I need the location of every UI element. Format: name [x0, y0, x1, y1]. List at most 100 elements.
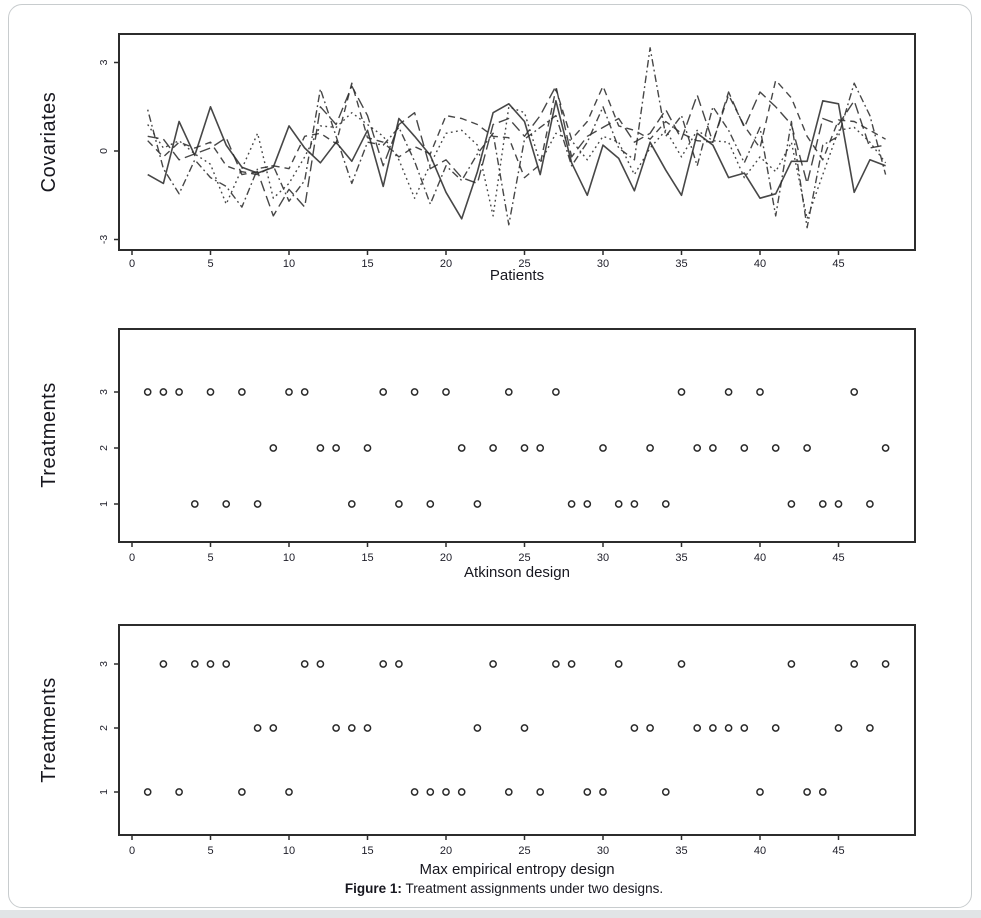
figure-card: Covariates 0 5 10 15 20 25 30 35 40 45 -3 0 3 Patien…: [8, 4, 972, 908]
treatment-point: [599, 788, 607, 796]
treatment-point: [599, 444, 607, 452]
treatment-point: [285, 388, 293, 396]
x-tick-label: 25: [518, 845, 530, 857]
x-tick-label: 30: [597, 845, 609, 857]
plot-box: [118, 33, 916, 251]
caption-text: Treatment assignments under two designs.: [401, 881, 664, 896]
treatment-point: [552, 660, 560, 668]
y-tick-label: 3: [98, 59, 110, 65]
x-tick-label: 45: [832, 552, 844, 564]
treatment-point: [206, 660, 215, 668]
treatment-point: [536, 788, 545, 796]
treatment-point: [175, 388, 183, 396]
treatment-point: [238, 388, 246, 396]
x-tick-label: 40: [754, 258, 766, 270]
treatment-point: [300, 660, 309, 668]
treatment-point: [457, 444, 466, 452]
treatment-point: [332, 724, 340, 732]
treatment-point: [316, 660, 325, 668]
x-tick-label: 30: [597, 258, 609, 270]
plot-box: [118, 328, 916, 543]
treatment-point: [866, 500, 874, 508]
x-tick-label: 10: [283, 552, 295, 564]
treatment-point: [426, 500, 435, 508]
x-tick-label: 45: [832, 258, 844, 270]
treatment-point: [332, 444, 340, 452]
treatment-point: [520, 444, 529, 452]
x-tick-label: 5: [207, 845, 213, 857]
treatment-point: [724, 724, 733, 732]
treatment-point: [756, 388, 764, 396]
bottom-strip: [0, 910, 981, 918]
x-axis-label-patients: Patients: [489, 267, 545, 284]
treatment-point: [693, 724, 702, 732]
treatment-point: [630, 724, 639, 732]
covariate-2-line: [147, 79, 886, 179]
y-tick-label: 2: [98, 725, 110, 731]
x-tick-label: 25: [518, 258, 530, 270]
covariates-panel: Covariates 0 5 10 15 20 25 30 35 40 45 -3 0 3 Patien…: [9, 5, 971, 907]
treatment-point: [190, 660, 199, 668]
treatment-point: [724, 388, 733, 396]
x-tick-label: 15: [361, 845, 373, 857]
treatment-point: [771, 444, 780, 452]
treatment-point: [740, 444, 749, 452]
treatment-point: [567, 500, 576, 508]
covariates-line-plot: 0 5 10 15 20 25 30 35 40 45 -3 0 3: [98, 33, 916, 270]
treatment-point: [395, 660, 403, 668]
treatment-point: [693, 444, 702, 452]
treatment-point: [489, 444, 497, 452]
y-tick-label: -3: [98, 235, 110, 244]
treatment-point: [818, 788, 827, 796]
y-axis-label-treatments-maxent: Treatments: [38, 677, 60, 783]
treatment-point: [583, 788, 592, 796]
treatment-point: [630, 500, 639, 508]
x-tick-label: 0: [129, 258, 135, 270]
treatment-point: [426, 788, 435, 796]
treatment-point: [253, 500, 262, 508]
y-tick-label: 1: [98, 501, 110, 507]
y-tick-label: 2: [98, 445, 110, 451]
treatment-point: [583, 500, 592, 508]
x-tick-label: 35: [675, 258, 687, 270]
treatment-point: [143, 788, 152, 796]
treatment-point: [410, 388, 419, 396]
treatment-point: [677, 388, 686, 396]
treatment-point: [363, 444, 372, 452]
x-tick-label: 0: [129, 552, 135, 564]
treatment-point: [709, 724, 717, 732]
x-tick-label: 35: [675, 552, 687, 564]
x-tick-label: 20: [440, 845, 452, 857]
figure-caption: Figure 1: Treatment assignments under tw…: [104, 881, 904, 896]
atkinson-design-panel: Treatments 0 5 10 15 20 25 30 35 40 45 1 2 3 Atkinso…: [9, 5, 971, 907]
treatment-point: [850, 660, 859, 668]
treatment-point: [190, 500, 199, 508]
x-axis-label-max-entropy-design: Max empirical entropy design: [419, 861, 615, 878]
treatment-point: [222, 660, 231, 668]
treatment-point: [159, 660, 168, 668]
x-tick-label: 35: [675, 845, 687, 857]
treatment-point: [646, 444, 654, 452]
x-tick-label: 15: [361, 552, 373, 564]
treatment-point: [614, 500, 623, 508]
treatment-point: [442, 388, 450, 396]
treatment-point: [379, 660, 388, 668]
treatment-point: [489, 660, 497, 668]
treatment-point: [646, 724, 654, 732]
treatment-point: [850, 388, 859, 396]
treatment-point: [614, 660, 623, 668]
treatment-point: [771, 724, 780, 732]
treatment-point: [159, 388, 168, 396]
x-tick-label: 45: [832, 845, 844, 857]
treatment-point: [803, 444, 811, 452]
x-tick-label: 5: [207, 258, 213, 270]
treatment-point: [709, 444, 717, 452]
treatment-point: [881, 660, 890, 668]
treatment-point: [222, 500, 231, 508]
treatment-point: [803, 788, 811, 796]
y-tick-label: 3: [98, 661, 110, 667]
treatment-point: [347, 724, 356, 732]
treatment-point: [285, 788, 293, 796]
y-tick-label: 1: [98, 789, 110, 795]
treatment-point: [269, 444, 278, 452]
